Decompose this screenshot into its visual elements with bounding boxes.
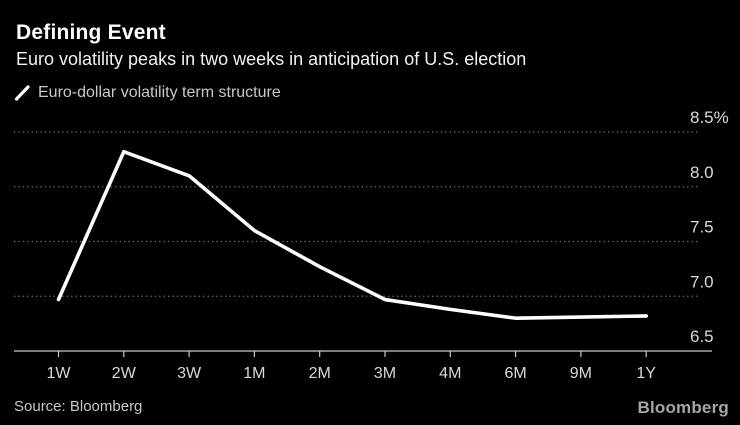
x-axis-label: 3M [374,365,396,382]
source-label: Source: Bloomberg [14,398,143,415]
y-axis-label: 7.0 [690,272,714,291]
x-axis-label: 4M [439,365,461,382]
x-axis-label: 2M [309,365,331,382]
x-axis-label: 6M [504,365,526,382]
x-axis-label: 2W [112,365,137,382]
line-series-icon [14,85,30,101]
chart-title: Defining Event [16,21,166,44]
y-axis-label: 8.5% [690,110,729,127]
y-axis-label: 7.5 [690,218,714,237]
y-axis-label: 8.0 [690,163,714,182]
x-axis-label: 1M [243,365,265,382]
legend: Euro-dollar volatility term structure [14,84,281,102]
x-axis-label: 9M [570,365,592,382]
bloomberg-logo: Bloomberg [637,398,729,417]
x-axis-label: 3W [177,365,202,382]
chart-header: Defining Event Euro volatility peaks in … [16,20,716,70]
y-axis-label: 6.5 [690,327,714,346]
x-axis-label: 1W [47,365,72,382]
x-axis-label: 1Y [636,365,656,382]
chart-subtitle: Euro volatility peaks in two weeks in an… [16,49,527,69]
legend-label: Euro-dollar volatility term structure [38,84,281,101]
series-line [56,149,649,320]
line-chart-plot: 6.5 7.0 7.5 8.0 8.5% 1W 2W 3W 1M 2M 3M 4M 6M 9M 1Y [14,110,729,382]
